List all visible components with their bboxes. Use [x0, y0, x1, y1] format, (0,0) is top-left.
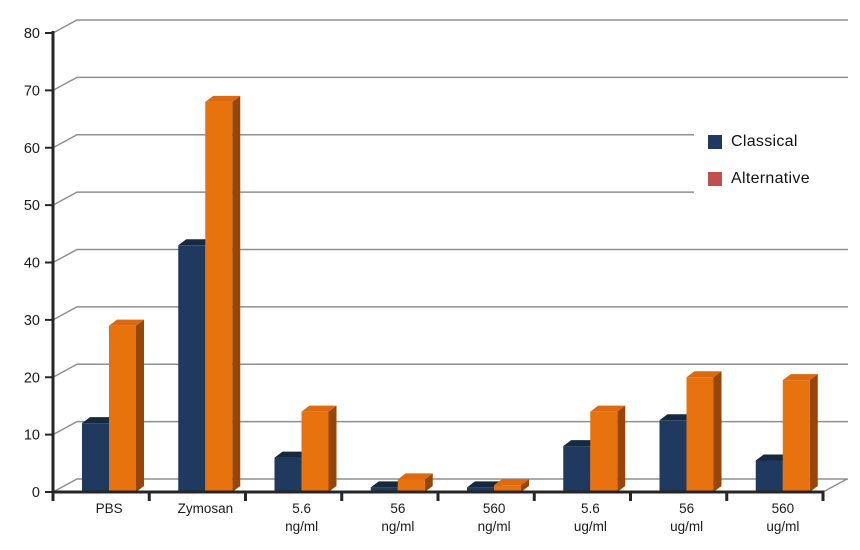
- y-tick-label: 20: [24, 370, 40, 386]
- bar-classical-Zymosan-top: [178, 239, 214, 246]
- bar-alternative-56-ug-ml: [686, 377, 714, 492]
- classical-swatch-icon: [708, 135, 722, 149]
- bar-alternative-Zymosan-top: [205, 95, 241, 102]
- bar-classical-Zymosan: [178, 245, 206, 492]
- gridline: [52, 306, 848, 321]
- alternative-swatch-icon: [708, 172, 722, 186]
- bar-alternative-56-ng-ml: [397, 479, 425, 492]
- x-category-label: PBS: [96, 501, 123, 516]
- floor-edge: [822, 478, 848, 493]
- bar-classical-560-ng-ml-top: [467, 481, 502, 488]
- y-tick-label: 60: [24, 141, 40, 157]
- bar-alternative-560-ug-ml-side: [809, 374, 818, 492]
- bar-classical-PBS: [82, 423, 109, 492]
- gridline: [52, 19, 848, 34]
- bar-alternative-Zymosan: [205, 101, 233, 492]
- y-tick-label: 70: [24, 83, 40, 99]
- bar-classical-5.6-ug-ml: [563, 446, 591, 492]
- x-category-label: ng/ml: [478, 519, 511, 534]
- bar-classical-5.6-ug-ml-top: [563, 440, 599, 447]
- bar-alternative-560-ng-ml-side: [521, 479, 529, 492]
- bar-alternative-PBS: [109, 325, 136, 492]
- bar-classical-56-ug-ml: [659, 420, 687, 492]
- bar-alternative-5.6-ug-ml-top: [590, 405, 626, 412]
- gridline: [52, 76, 848, 92]
- bar-classical-5.6-ng-ml: [274, 457, 302, 492]
- chart-legend: Classical Alternative: [708, 133, 810, 207]
- bar-alternative-560-ug-ml: [782, 380, 810, 492]
- x-category-label: ng/ml: [285, 519, 318, 534]
- y-tick-label: 80: [24, 26, 40, 42]
- bar-alternative-5.6-ug-ml: [590, 411, 618, 492]
- x-category-label: ug/ml: [670, 519, 703, 534]
- bar-alternative-56-ng-ml-side: [424, 473, 433, 492]
- bar-alternative-560-ng-ml-top: [494, 479, 529, 486]
- x-category-label: 56: [390, 501, 405, 516]
- bar-classical-56-ug-ml-top: [659, 414, 695, 421]
- bar-alternative-5.6-ng-ml: [301, 411, 329, 492]
- bar-classical-5.6-ng-ml-top: [274, 451, 310, 458]
- y-tick-label: 10: [24, 428, 40, 444]
- x-category-label: ug/ml: [766, 519, 799, 534]
- legend-item-label: Classical: [731, 133, 798, 150]
- gridline: [52, 191, 848, 206]
- bar-alternative-5.6-ng-ml-side: [328, 405, 337, 492]
- bar-classical-PBS-top: [82, 417, 117, 424]
- bar-classical-56-ng-ml-top: [370, 481, 406, 488]
- bar-classical-56-ng-ml: [370, 487, 398, 492]
- legend-item-label: Alternative: [731, 170, 810, 187]
- bar-alternative-5.6-ng-ml-top: [301, 405, 337, 412]
- x-category-label: 5.6: [581, 501, 600, 516]
- gridline: [52, 248, 848, 264]
- bar-alternative-56-ug-ml-top: [686, 371, 722, 378]
- bar-alternative-56-ng-ml-top: [397, 473, 433, 480]
- x-category-label: 560: [483, 501, 506, 516]
- x-category-label: ng/ml: [381, 519, 414, 534]
- gridline: [52, 363, 848, 378]
- bar-alternative-56-ug-ml-side: [713, 371, 722, 492]
- bar-classical-560-ug-ml: [755, 460, 783, 492]
- x-category-label: ug/ml: [574, 519, 607, 534]
- gridline: [52, 420, 848, 436]
- x-category-label: Zymosan: [178, 501, 234, 516]
- y-tick-label: 30: [24, 313, 40, 329]
- x-category-label: 5.6: [292, 501, 311, 516]
- y-tick-label: 0: [32, 485, 40, 501]
- gridline: [52, 134, 848, 149]
- bar-alternative-560-ng-ml: [494, 485, 521, 492]
- x-category-label: 560: [772, 501, 795, 516]
- bar-alternative-PBS-side: [136, 319, 144, 492]
- y-tick-label: 40: [24, 256, 40, 272]
- legend-item-alternative: Alternative: [708, 170, 810, 188]
- y-tick-label: 50: [24, 198, 40, 214]
- bar-alternative-5.6-ug-ml-side: [617, 405, 626, 492]
- gridline: [52, 478, 848, 493]
- bar-classical-560-ug-ml-top: [755, 454, 791, 461]
- bar-alternative-560-ug-ml-top: [782, 374, 818, 381]
- legend-item-classical: Classical: [708, 133, 810, 151]
- bar-classical-560-ng-ml: [467, 487, 494, 492]
- bar-alternative-PBS-top: [109, 319, 144, 326]
- bar-alternative-Zymosan-side: [232, 95, 241, 492]
- x-category-label: 56: [679, 501, 694, 516]
